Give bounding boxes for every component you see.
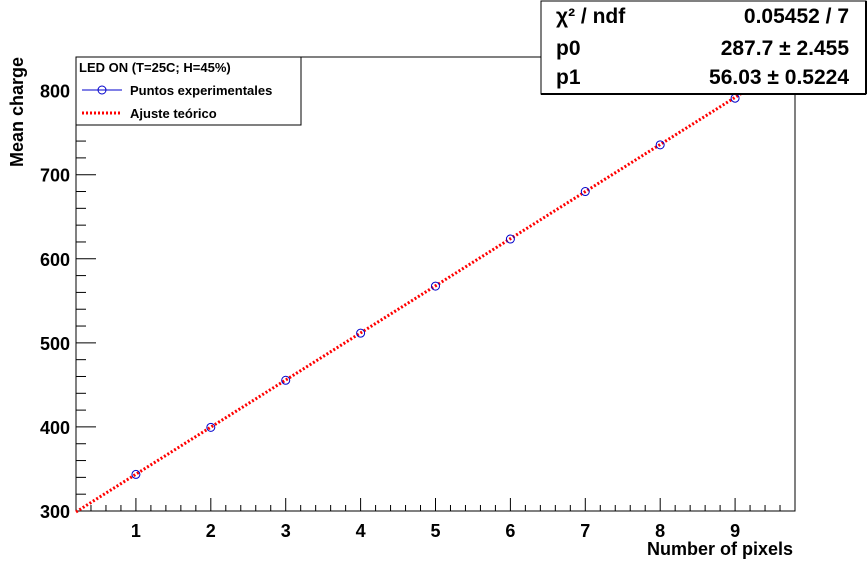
x-tick-label: 3 [281,521,291,541]
legend-points-label: Puntos experimentales [130,83,272,98]
x-tick-label: 5 [430,521,440,541]
points-layer [131,93,740,479]
stats-p0-value: 287.7 ± 2.455 [721,37,850,60]
y-tick-label: 600 [40,250,70,270]
data-point [281,375,291,385]
y-axis-title: Mean charge [7,57,27,167]
legend-title: LED ON (T=25C; H=45%) [79,60,231,75]
y-tick-label: 300 [40,502,70,522]
stats-p1-label: p1 [556,66,581,89]
x-tick-label: 6 [505,521,515,541]
data-point [131,469,141,479]
data-point [655,140,665,150]
stats-p1-value: 56.03 ± 0.5224 [709,66,849,89]
x-tick-label: 1 [131,521,141,541]
legend-box [75,56,302,126]
stats-chi2-value: 0.05452 / 7 [744,5,849,28]
data-point [431,281,440,291]
stats-chi2-label: χ² / ndf [556,5,626,28]
data-point [206,422,216,432]
x-tick-label: 7 [580,521,590,541]
data-point [356,328,366,338]
x-tick-label: 4 [356,521,366,541]
legend-fit-label: Ajuste teórico [130,106,217,121]
x-tick-label: 2 [206,521,216,541]
stats-frame [540,0,867,95]
axes: 1 2 3 4 5 6 7 8 9 300 400 500 600 700 800 [40,56,796,541]
stats-box: χ² / ndf 0.05452 / 7 p0 287.7 ± 2.455 p1… [540,0,867,95]
x-tick-label: 8 [655,521,665,541]
y-tick-label: 700 [40,166,70,186]
legend: LED ON (T=25C; H=45%) Puntos experimenta… [75,56,302,126]
y-tick-label: 800 [40,82,70,102]
x-tick-label: 9 [730,521,740,541]
plot-frame [75,56,796,512]
y-tick-label: 500 [40,334,70,354]
stats-p0-label: p0 [556,37,581,60]
data-point [505,234,515,244]
legend-points-marker [97,85,107,95]
y-tick-label: 400 [40,418,70,438]
x-axis-title: Number of pixels [647,539,793,559]
data-point [580,187,590,197]
